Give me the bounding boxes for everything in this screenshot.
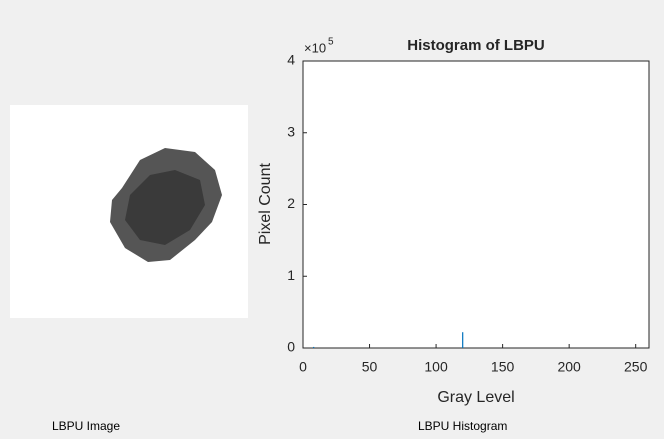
x-tick-label: 150 <box>491 359 515 375</box>
chart-title: Histogram of LBPU <box>407 37 545 54</box>
y-tick-label: 0 <box>287 339 295 355</box>
figure: Histogram of LBPU Gray Level Pixel Count… <box>0 0 664 439</box>
y-tick-label: 3 <box>287 123 295 139</box>
y-multiplier-exponent: 5 <box>328 37 334 48</box>
x-tick-label: 50 <box>362 359 378 375</box>
y-multiplier: ×10 <box>304 40 326 55</box>
bar <box>313 347 314 348</box>
bar <box>462 332 463 348</box>
y-tick-label: 4 <box>287 52 295 68</box>
app-window: Histogram of LBPU Gray Level Pixel Count… <box>0 0 664 439</box>
plot-area <box>303 61 649 348</box>
x-tick-label: 100 <box>424 359 448 375</box>
image-caption: LBPU Image <box>52 419 120 433</box>
x-axis-label: Gray Level <box>437 389 514 406</box>
y-axis-label: Pixel Count <box>257 163 274 245</box>
histogram-caption: LBPU Histogram <box>418 419 507 433</box>
y-tick-label: 2 <box>287 195 295 211</box>
x-tick-label: 200 <box>557 359 581 375</box>
y-tick-label: 1 <box>287 267 295 283</box>
x-tick-label: 250 <box>624 359 648 375</box>
x-tick-label: 0 <box>299 359 307 375</box>
